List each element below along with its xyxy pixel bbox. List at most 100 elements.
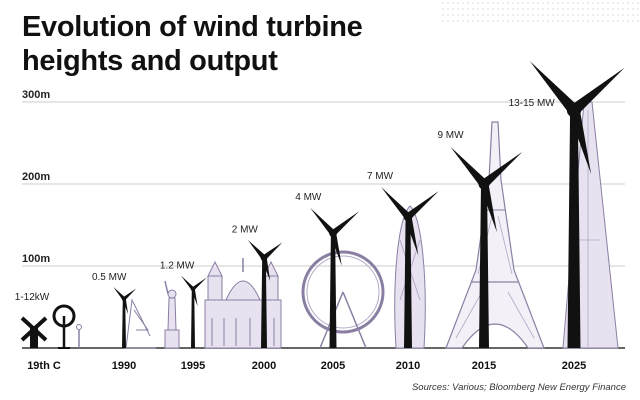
dot <box>477 14 479 16</box>
turbine-blade <box>191 288 198 307</box>
dot <box>602 20 604 22</box>
dot <box>562 2 564 4</box>
turbine-blade <box>122 298 129 315</box>
dot <box>477 20 479 22</box>
dot <box>442 14 444 16</box>
dot <box>632 20 634 22</box>
dot <box>487 14 489 16</box>
category-label: 2015 <box>472 360 496 372</box>
dot <box>452 8 454 10</box>
dot <box>552 8 554 10</box>
dot <box>497 2 499 4</box>
dot <box>577 8 579 10</box>
dot <box>637 14 639 16</box>
dot <box>587 8 589 10</box>
dot <box>517 14 519 16</box>
turbine-hub <box>260 254 268 262</box>
dot <box>537 14 539 16</box>
eiffel-tower-icon <box>445 121 545 349</box>
dot <box>532 2 534 4</box>
windmill-icon <box>20 304 82 349</box>
dot <box>522 2 524 4</box>
dot <box>472 2 474 4</box>
turbine-tower <box>479 184 489 348</box>
dot <box>607 2 609 4</box>
dot <box>502 14 504 16</box>
dot <box>527 20 529 22</box>
chart-title: Evolution of wind turbine heights and ou… <box>22 10 422 78</box>
turbine-blade <box>481 151 523 188</box>
dot <box>567 20 569 22</box>
dot <box>452 2 454 4</box>
dot <box>492 20 494 22</box>
dot <box>472 8 474 10</box>
category-label: 19th C <box>27 360 61 372</box>
turbine-blade <box>381 187 411 220</box>
output-label: 2 MW <box>232 225 259 236</box>
turbine-blade <box>310 207 336 236</box>
dot <box>527 8 529 10</box>
dot <box>637 2 639 4</box>
turbine-blade <box>529 61 579 115</box>
dot <box>562 8 564 10</box>
dot <box>482 20 484 22</box>
dot <box>577 20 579 22</box>
dot <box>597 8 599 10</box>
turbine-tower <box>191 288 195 348</box>
dot <box>497 14 499 16</box>
dot <box>507 2 509 4</box>
dot <box>532 14 534 16</box>
turbine-tower <box>261 257 267 348</box>
dot <box>612 20 614 22</box>
dot <box>607 20 609 22</box>
dot <box>587 14 589 16</box>
dot <box>512 14 514 16</box>
sailing-ship-icon <box>124 298 156 349</box>
category-label: 1990 <box>112 360 136 372</box>
dot <box>482 14 484 16</box>
dot <box>522 8 524 10</box>
dot <box>632 2 634 4</box>
dot <box>527 14 529 16</box>
dot <box>507 14 509 16</box>
dot <box>542 14 544 16</box>
dot <box>617 8 619 10</box>
dot <box>512 20 514 22</box>
cathedral-icon <box>204 258 282 349</box>
dot <box>582 8 584 10</box>
dot <box>632 8 634 10</box>
dot <box>492 14 494 16</box>
dot <box>457 14 459 16</box>
turbine-1990 <box>113 286 137 348</box>
dot <box>517 8 519 10</box>
dot <box>612 14 614 16</box>
dot <box>457 8 459 10</box>
turbine-blade <box>404 215 419 256</box>
title-line-1: Evolution of wind turbine <box>22 11 363 43</box>
dot <box>462 14 464 16</box>
output-label: 1.2 MW <box>160 261 195 272</box>
dot <box>502 8 504 10</box>
dot <box>457 2 459 4</box>
dot <box>627 20 629 22</box>
dot <box>612 2 614 4</box>
turbine-2005 <box>310 207 360 348</box>
dot <box>572 2 574 4</box>
dot <box>602 2 604 4</box>
turbine-hub <box>190 286 196 292</box>
dot <box>597 2 599 4</box>
dot <box>467 14 469 16</box>
dot <box>502 2 504 4</box>
dot <box>622 14 624 16</box>
dot <box>567 2 569 4</box>
dot <box>552 20 554 22</box>
turbine-blade <box>180 275 195 291</box>
turbine-blade <box>405 191 439 220</box>
dot <box>587 20 589 22</box>
labels: 1-12kW 0.5 MW 1.2 MW 2 MW 4 MW 7 MW 9 MW 13-15 … <box>15 98 586 372</box>
dot <box>527 2 529 4</box>
dot <box>547 14 549 16</box>
dot <box>592 8 594 10</box>
dot <box>467 2 469 4</box>
dot <box>627 14 629 16</box>
